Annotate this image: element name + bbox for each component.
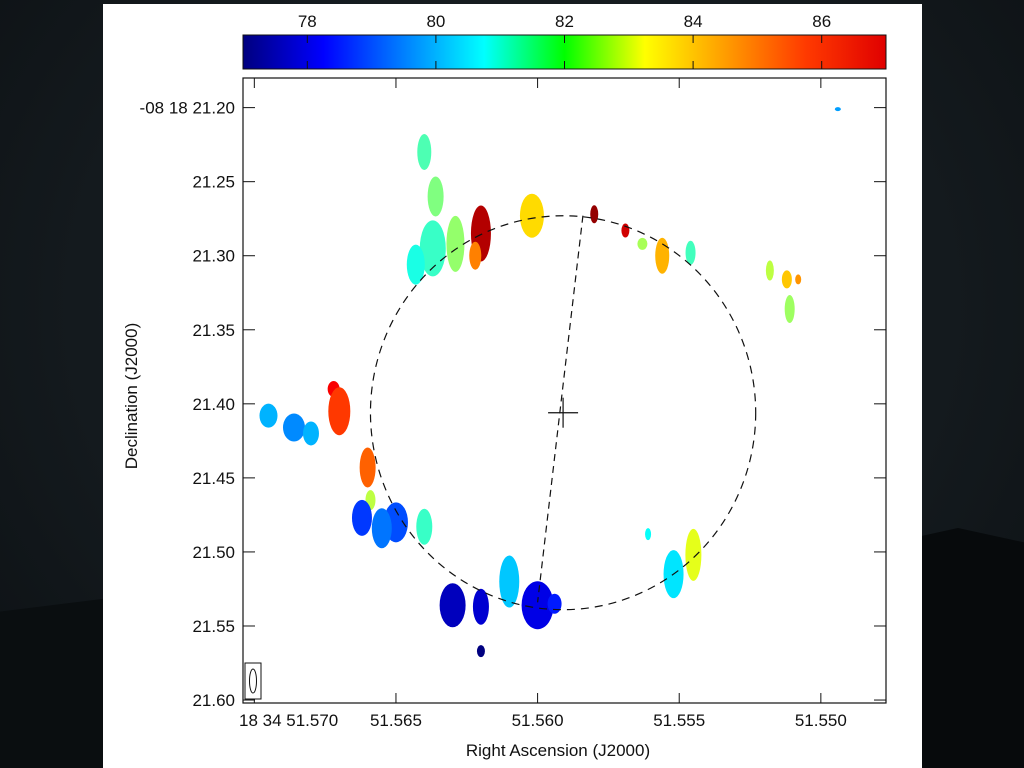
- slide-panel: 78 80 82 84 86 18 34 51.570 51.565 51.560 51.55…: [103, 4, 922, 768]
- colorbar-tick-label: 80: [426, 12, 445, 31]
- maser-spot: [302, 421, 319, 446]
- maser-spot: [359, 447, 376, 488]
- maser-spot: [371, 508, 392, 549]
- y-tick-label: 21.40: [192, 395, 235, 414]
- y-tick-label: 21.25: [192, 173, 235, 192]
- maser-spots: [259, 107, 841, 658]
- plot-frame: [242, 77, 887, 704]
- maser-spot: [427, 176, 444, 217]
- maser-spot: [406, 244, 425, 285]
- x-axis-label: Right Ascension (J2000): [466, 741, 650, 760]
- maser-spot: [282, 413, 305, 442]
- y-tick-label: 21.45: [192, 469, 235, 488]
- maser-spot: [655, 237, 670, 274]
- y-tick-label: -08 18 21.20: [140, 99, 235, 118]
- y-tick-label: 21.30: [192, 247, 235, 266]
- maser-spot: [685, 528, 702, 581]
- x-tick-label: 51.550: [795, 711, 847, 730]
- maser-spot: [446, 215, 465, 272]
- maser-spot: [795, 274, 802, 285]
- maser-spot: [476, 645, 485, 658]
- maser-spot: [521, 581, 554, 630]
- x-tick-label: 51.565: [370, 711, 422, 730]
- maser-spot: [834, 107, 841, 112]
- x-tick-label: 51.555: [653, 711, 705, 730]
- y-tick-label: 21.35: [192, 321, 235, 340]
- beam-indicator: [244, 662, 262, 700]
- maser-spot: [416, 508, 433, 545]
- maser-spot: [781, 270, 792, 289]
- y-tick-label: 21.50: [192, 543, 235, 562]
- maser-spot: [685, 240, 696, 265]
- maser-spot: [351, 499, 372, 536]
- maser-spot: [637, 237, 648, 250]
- x-tick-label: 51.560: [512, 711, 564, 730]
- maser-spot: [621, 223, 630, 238]
- maser-spot: [439, 583, 466, 628]
- x-tick-label: 18 34 51.570: [239, 711, 338, 730]
- maser-spot: [417, 134, 432, 171]
- y-tick-label: 21.55: [192, 617, 235, 636]
- maser-spot: [259, 403, 278, 428]
- colorbar-tick-label: 82: [555, 12, 574, 31]
- maser-spot: [784, 295, 795, 324]
- maser-spot: [328, 387, 351, 436]
- y-axis: -08 18 21.20 21.25 21.30 21.35 21.40 21.45 21.…: [140, 99, 886, 710]
- y-axis-label: Declination (J2000): [122, 323, 141, 469]
- x-axis: 18 34 51.570 51.565 51.560 51.555 51.550: [239, 78, 847, 730]
- colorbar-tick-label: 84: [684, 12, 703, 31]
- colorbar-tick-label: 78: [298, 12, 317, 31]
- colorbar-tick-label: 86: [812, 12, 831, 31]
- maser-spot: [590, 205, 599, 224]
- maser-spot: [469, 241, 482, 270]
- maser-spot: [765, 260, 774, 281]
- maser-spot: [519, 193, 544, 238]
- maser-spot: [645, 528, 652, 541]
- ring-fit-overlay: [369, 215, 757, 611]
- background-hill-left: [0, 598, 110, 768]
- channel-map-plot: 78 80 82 84 86 18 34 51.570 51.565 51.560 51.55…: [122, 12, 887, 760]
- y-tick-label: 21.60: [192, 691, 235, 710]
- maser-spot: [419, 220, 446, 277]
- diameter-line: [536, 215, 584, 603]
- background-hill-right: [914, 528, 1024, 768]
- ring-fit-ellipse: [369, 215, 757, 611]
- maser-spot: [472, 588, 489, 625]
- maser-spot: [547, 593, 562, 614]
- colorbar: 78 80 82 84 86: [242, 12, 887, 70]
- maser-spot: [499, 555, 520, 608]
